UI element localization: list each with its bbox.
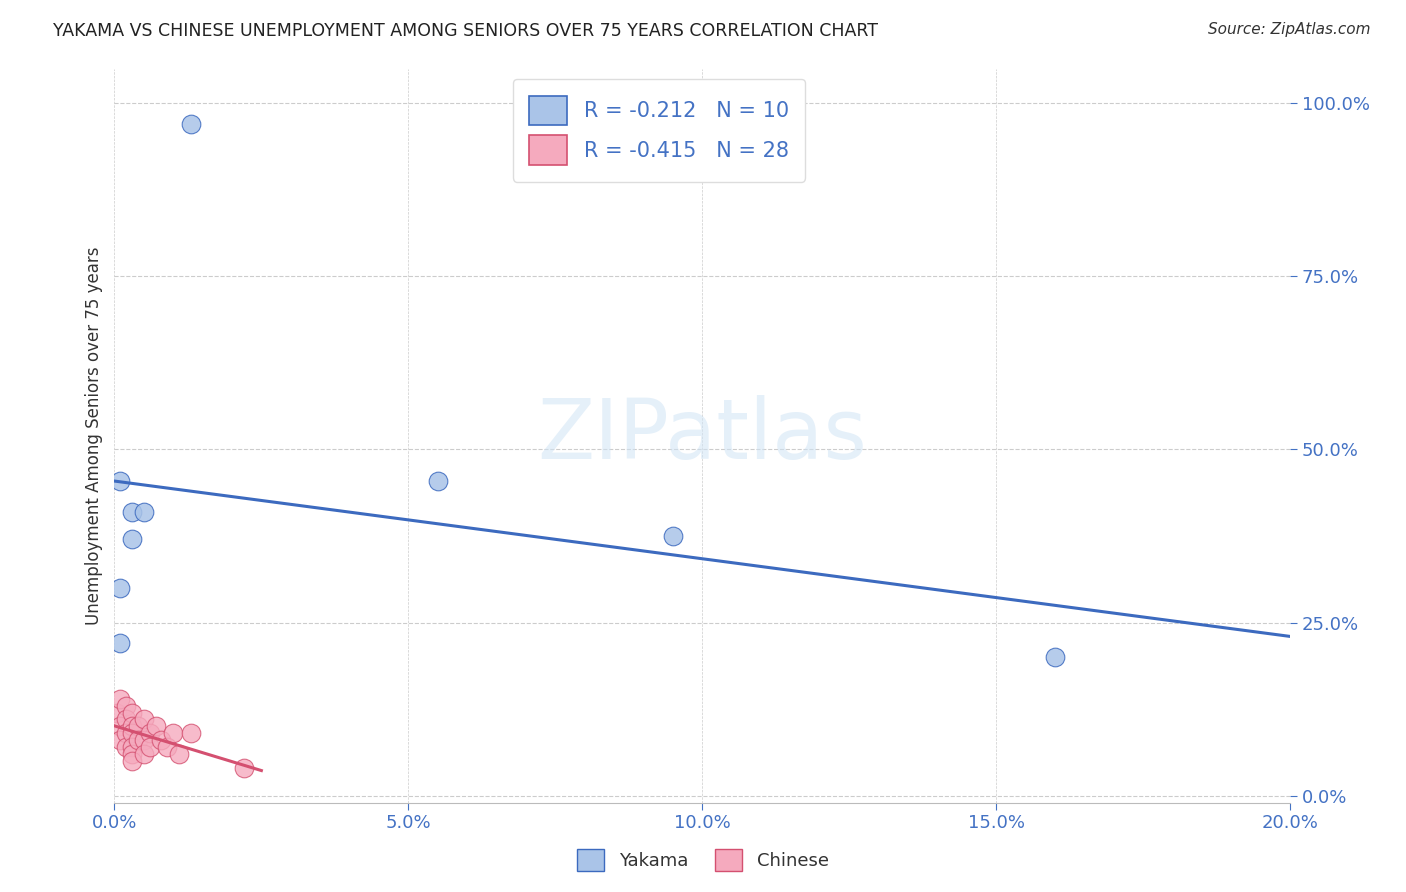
- Point: [110, 636, 132, 650]
- Point: [115, 740, 138, 755]
- Point: [180, 726, 202, 740]
- Point: [132, 733, 155, 747]
- Point: [132, 747, 155, 761]
- Legend: Yakama, Chinese: Yakama, Chinese: [569, 842, 837, 879]
- Point: [110, 733, 132, 747]
- Point: [121, 740, 143, 755]
- Point: [132, 505, 155, 519]
- Point: [110, 474, 132, 488]
- Y-axis label: Unemployment Among Seniors over 75 years: Unemployment Among Seniors over 75 years: [86, 246, 103, 624]
- Point: [1043, 650, 1066, 665]
- Point: [662, 529, 685, 543]
- Point: [121, 533, 143, 547]
- Text: Source: ZipAtlas.com: Source: ZipAtlas.com: [1208, 22, 1371, 37]
- Point: [145, 719, 167, 733]
- Point: [105, 706, 128, 720]
- Point: [132, 713, 155, 727]
- Point: [156, 740, 179, 755]
- Point: [232, 761, 254, 775]
- Point: [121, 505, 143, 519]
- Point: [426, 474, 449, 488]
- Text: YAKAMA VS CHINESE UNEMPLOYMENT AMONG SENIORS OVER 75 YEARS CORRELATION CHART: YAKAMA VS CHINESE UNEMPLOYMENT AMONG SEN…: [53, 22, 879, 40]
- Point: [115, 698, 138, 713]
- Text: ZIPatlas: ZIPatlas: [537, 395, 868, 476]
- Point: [121, 754, 143, 768]
- Point: [180, 117, 202, 131]
- Point: [110, 719, 132, 733]
- Point: [110, 581, 132, 595]
- Point: [150, 733, 173, 747]
- Point: [127, 719, 149, 733]
- Point: [115, 713, 138, 727]
- Point: [110, 691, 132, 706]
- Point: [127, 733, 149, 747]
- Point: [115, 726, 138, 740]
- Legend: R = -0.212   N = 10, R = -0.415   N = 28: R = -0.212 N = 10, R = -0.415 N = 28: [513, 78, 806, 182]
- Point: [121, 747, 143, 761]
- Point: [121, 719, 143, 733]
- Point: [121, 726, 143, 740]
- Point: [162, 726, 184, 740]
- Point: [138, 740, 160, 755]
- Point: [138, 726, 160, 740]
- Point: [121, 706, 143, 720]
- Point: [167, 747, 190, 761]
